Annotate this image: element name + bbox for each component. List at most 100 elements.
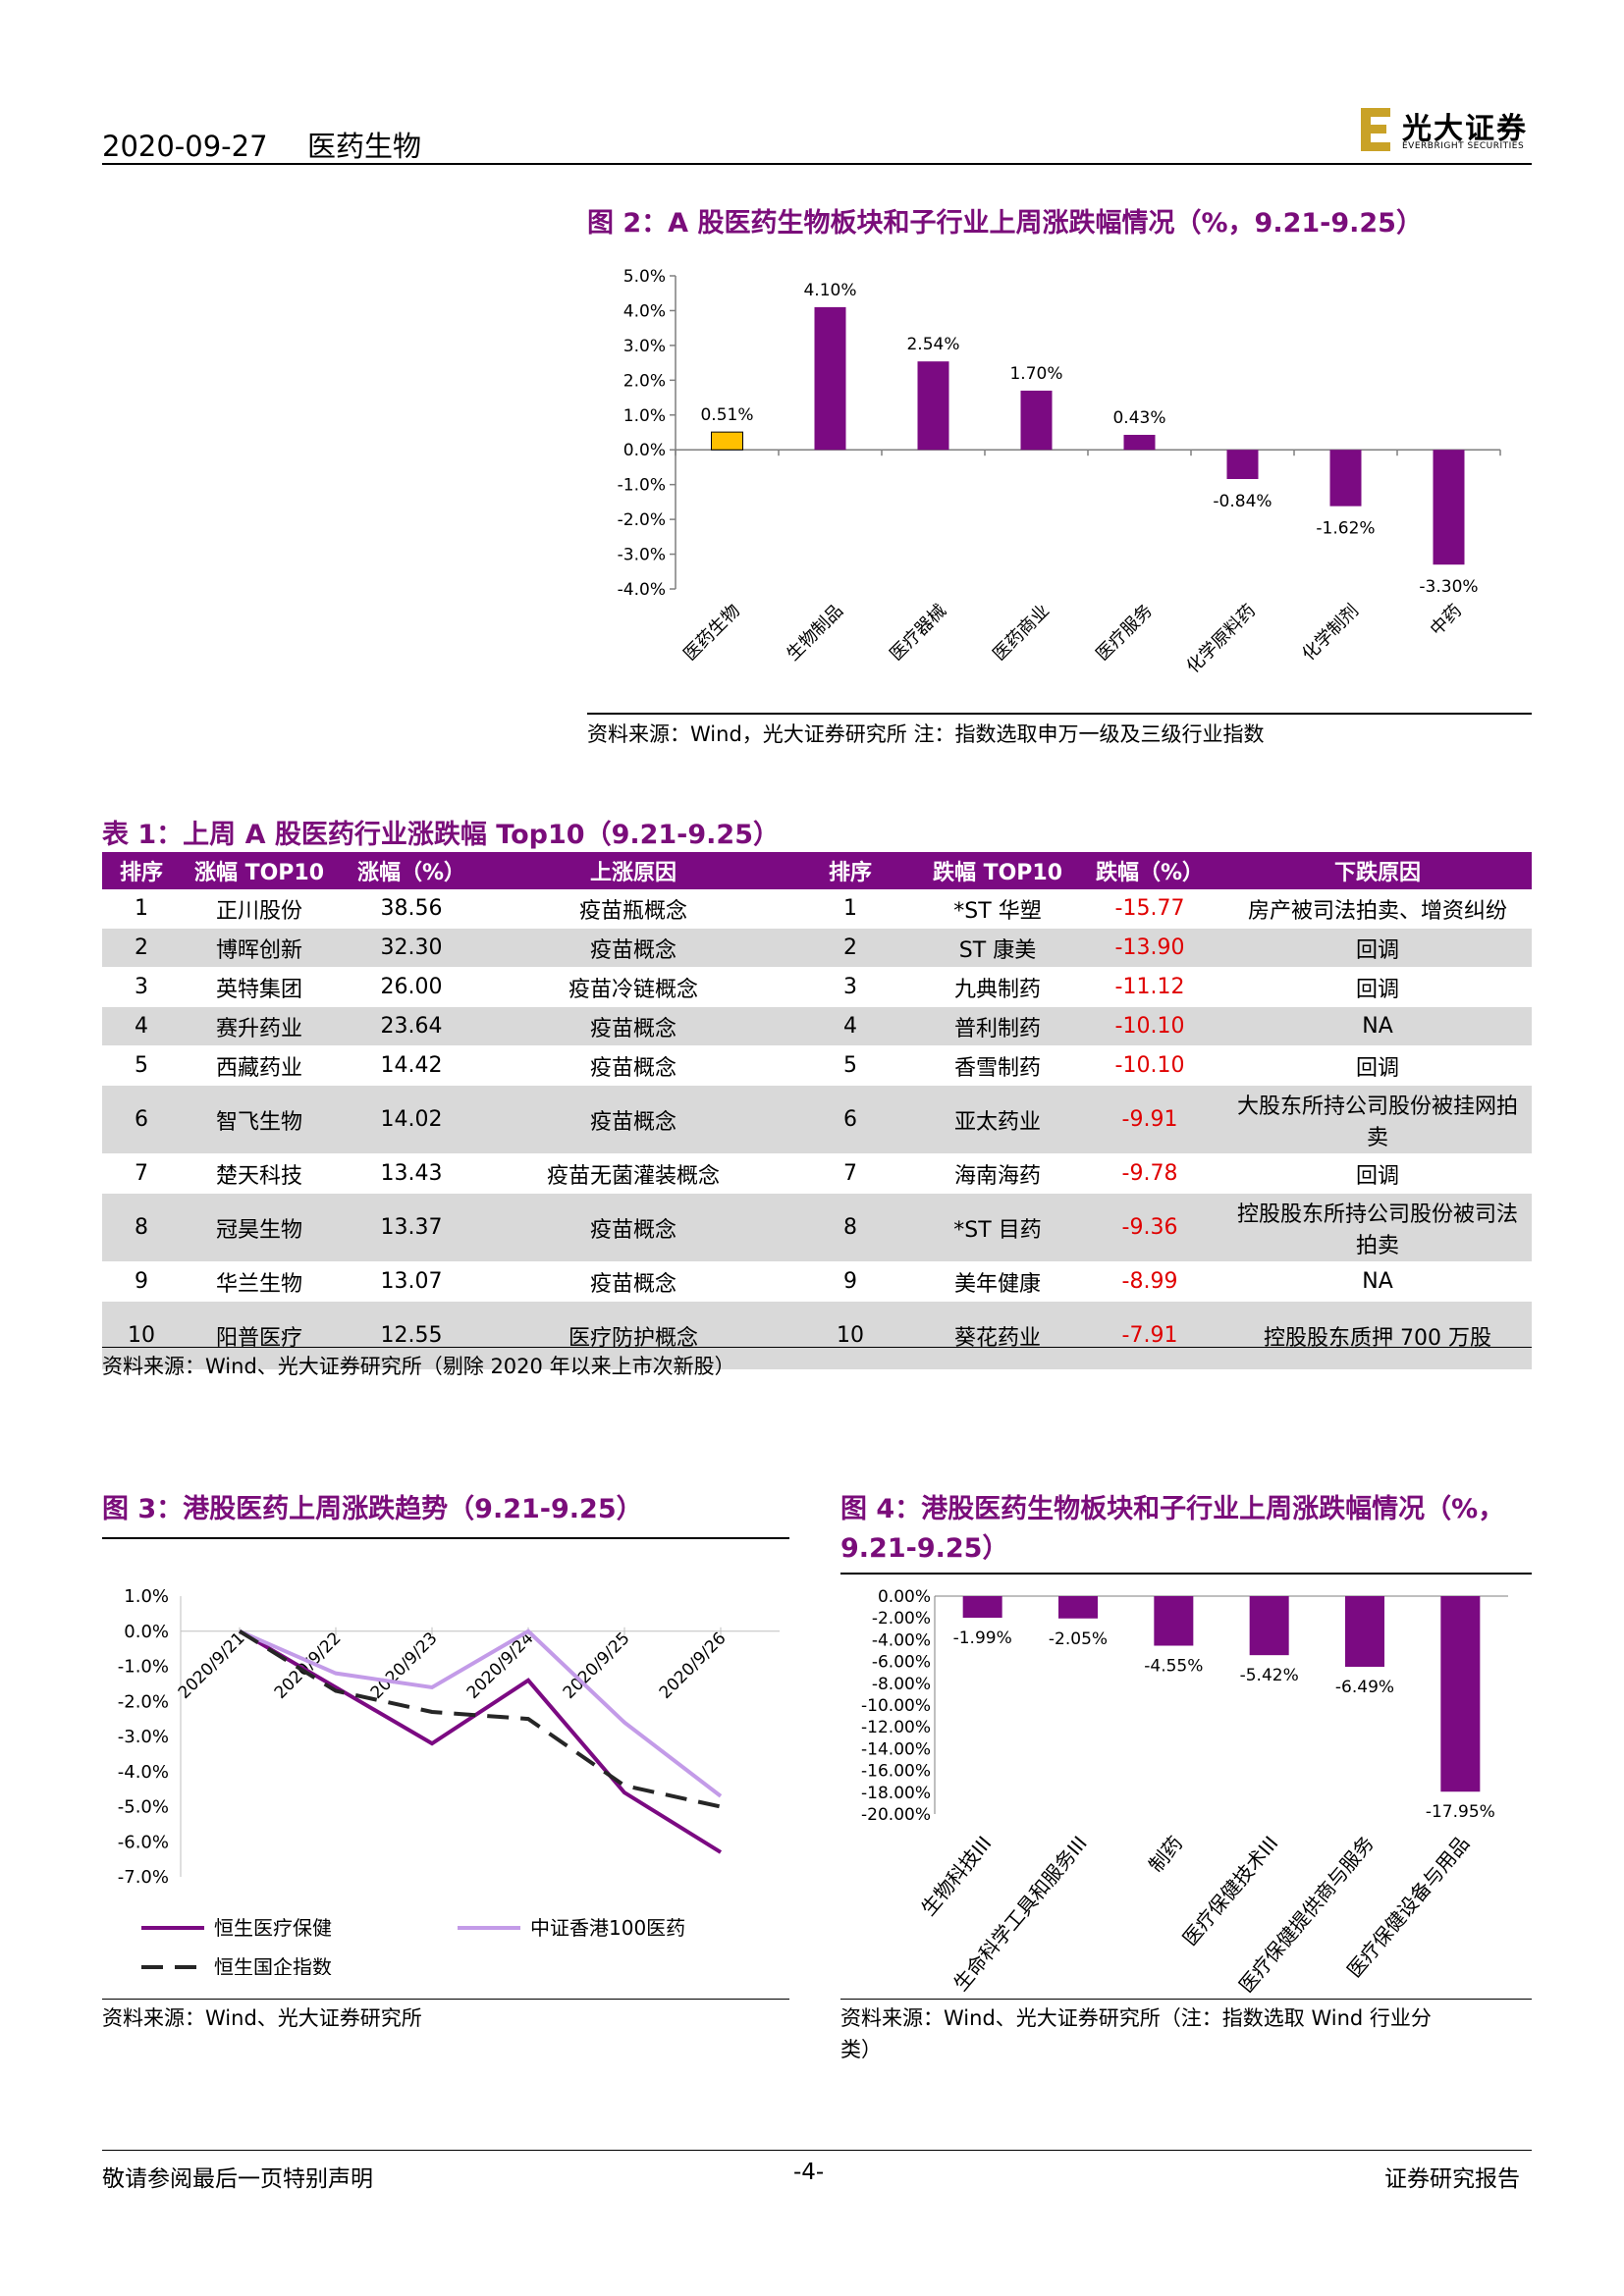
bar-value-label: 4.10%: [803, 281, 856, 300]
x-category-label: 医疗服务: [1092, 601, 1157, 666]
table-cell: 13.07: [338, 1261, 485, 1302]
table-header-cell: 涨幅 TOP10: [181, 852, 338, 889]
y-tick-label: -1.0%: [618, 476, 666, 496]
y-tick-label: 3.0%: [623, 337, 666, 356]
table-cell: 7: [102, 1153, 181, 1194]
y-tick-label: 0.0%: [124, 1622, 169, 1642]
logo-mark-icon: [1361, 108, 1390, 151]
table-cell: ST 康美: [919, 928, 1076, 968]
table-cell: 大股东所持公司股份被挂网拍卖: [1223, 1085, 1532, 1154]
table-cell: 普利制药: [919, 1006, 1076, 1046]
bar: [711, 431, 743, 451]
bar: [1154, 1596, 1194, 1646]
bar: [1226, 450, 1259, 479]
fig3-chart: 1.0% 0.0% -1.0% -2.0% -3.0% -4.0% -5.0% -6.0% -7…: [118, 1586, 780, 1975]
y-tick-label: -8.00%: [872, 1675, 931, 1694]
table-row: 3 英特集团 26.00 疫苗冷链概念 3 九典制药 -11.12 回调: [102, 967, 1532, 1007]
table-cell: 英特集团: [181, 967, 338, 1007]
x-tick-label: 2020/9/23: [367, 1629, 442, 1703]
table1-title: 表 1：上周 A 股医药行业涨跌幅 Top10（9.21-9.25）: [102, 820, 781, 850]
table-cell: 1: [102, 889, 181, 929]
table-cell: 4: [782, 1006, 919, 1046]
table-cell: 疫苗概念: [485, 1006, 782, 1046]
legend-label: 恒生国企指数: [214, 1955, 332, 1975]
bar-value-label: -6.49%: [1335, 1678, 1394, 1697]
table-cell: 8: [102, 1193, 181, 1262]
bar: [1433, 450, 1465, 565]
report-date: 2020-09-27: [102, 130, 268, 163]
table-header-row: 排序 涨幅 TOP10 涨幅（%） 上涨原因 排序 跌幅 TOP10 跌幅（%） 下跌原因: [102, 852, 1532, 889]
table-cell: 正川股份: [181, 889, 338, 929]
bar: [962, 1596, 1002, 1619]
table-cell: 6: [782, 1085, 919, 1154]
bar: [1058, 1596, 1098, 1619]
y-tick-label: 0.00%: [878, 1587, 931, 1607]
y-tick-label: -1.0%: [118, 1657, 169, 1678]
table-header-cell: 下跌原因: [1223, 852, 1532, 889]
table-cell: 疫苗冷链概念: [485, 967, 782, 1007]
y-tick-label: -12.00%: [861, 1718, 931, 1737]
table-cell: -11.12: [1076, 967, 1223, 1007]
bar: [1440, 1596, 1481, 1792]
fig4-title-line1: 图 4：港股医药生物板块和子行业上周涨跌幅情况（%，: [840, 1494, 1505, 1524]
table-cell: 10: [782, 1301, 919, 1370]
table-cell: NA: [1223, 1006, 1532, 1046]
table-row: 4 赛升药业 23.64 疫苗概念 4 普利制药 -10.10 NA: [102, 1006, 1532, 1046]
footer-disclaimer: 敬请参阅最后一页特别声明: [102, 2166, 373, 2192]
y-tick-label: -18.00%: [861, 1784, 931, 1803]
fig2-source: 资料来源：Wind，光大证券研究所 注：指数选取申万一级及三级行业指数: [587, 722, 1265, 746]
bar: [1249, 1596, 1289, 1656]
series-line: [238, 1629, 722, 1809]
table-cell: 回调: [1223, 1153, 1532, 1194]
company-logo: 光大证券 EVERBRIGHT SECURITIES: [1359, 102, 1536, 157]
table-cell: -7.91: [1076, 1301, 1223, 1370]
y-tick-label: 2.0%: [623, 371, 666, 391]
bar-value-label: -0.84%: [1213, 492, 1272, 511]
table-cell: 13.43: [338, 1153, 485, 1194]
fig2-chart: 5.0% 4.0% 3.0% 2.0% 1.0% 0.0% -1.0% -2.0% -3.0% -…: [618, 267, 1501, 677]
fig3-source: 资料来源：Wind、光大证券研究所: [102, 2006, 422, 2030]
y-tick-label: 1.0%: [623, 406, 666, 426]
legend-label: 中证香港100医药: [530, 1916, 685, 1940]
table-cell: -9.91: [1076, 1085, 1223, 1154]
bar-value-label: -1.62%: [1316, 519, 1375, 539]
table-body: 1 正川股份 38.56 疫苗瓶概念 1 *ST 华塑 -15.77 房产被司法拍卖、增资纠纷…: [102, 889, 1532, 1370]
y-tick-label: -4.0%: [618, 580, 666, 600]
y-tick-label: -20.00%: [861, 1805, 931, 1825]
fig4-bottom-rule: [840, 1999, 1532, 2000]
y-tick-label: -6.00%: [872, 1653, 931, 1673]
table-cell: 博晖创新: [181, 928, 338, 968]
y-tick-label: -3.0%: [118, 1727, 169, 1747]
table-cell: 14.42: [338, 1045, 485, 1086]
table-cell: 5: [782, 1045, 919, 1086]
bar-value-label: -1.99%: [953, 1629, 1012, 1648]
table-cell: 9: [102, 1261, 181, 1302]
table-row: 7 楚天科技 13.43 疫苗无菌灌装概念 7 海南海药 -9.78 回调: [102, 1153, 1532, 1194]
y-tick-label: -10.00%: [861, 1696, 931, 1716]
table-cell: 38.56: [338, 889, 485, 929]
bar: [917, 361, 949, 451]
bar: [814, 306, 846, 451]
y-tick-label: -4.00%: [872, 1630, 931, 1650]
table-cell: 海南海药: [919, 1153, 1076, 1194]
bar-value-label: -5.42%: [1240, 1666, 1299, 1685]
table-cell: 7: [782, 1153, 919, 1194]
table-cell: 疫苗概念: [485, 1045, 782, 1086]
table-cell: NA: [1223, 1261, 1532, 1302]
x-tick-label: 2020/9/21: [175, 1629, 249, 1703]
table-cell: 6: [102, 1085, 181, 1154]
bar-value-label: -3.30%: [1419, 577, 1478, 597]
table-cell: 疫苗概念: [485, 1193, 782, 1262]
page-number: -4-: [793, 2160, 825, 2185]
table-cell: 13.37: [338, 1193, 485, 1262]
table-cell: 冠昊生物: [181, 1193, 338, 1262]
table-cell: -8.99: [1076, 1261, 1223, 1302]
table-cell: 医疗防护概念: [485, 1301, 782, 1370]
table-cell: 12.55: [338, 1301, 485, 1370]
table-header-cell: 跌幅（%）: [1076, 852, 1223, 889]
x-category-label: 医疗保健技术III: [1178, 1832, 1283, 1950]
table-cell: 香雪制药: [919, 1045, 1076, 1086]
table-cell: -10.10: [1076, 1045, 1223, 1086]
fig4-source-line1: 资料来源：Wind、光大证券研究所（注：指数选取 Wind 行业分: [840, 2006, 1432, 2030]
table-row: 6 智飞生物 14.02 疫苗概念 6 亚太药业 -9.91 大股东所持公司股份被挂网拍卖: [102, 1085, 1532, 1154]
